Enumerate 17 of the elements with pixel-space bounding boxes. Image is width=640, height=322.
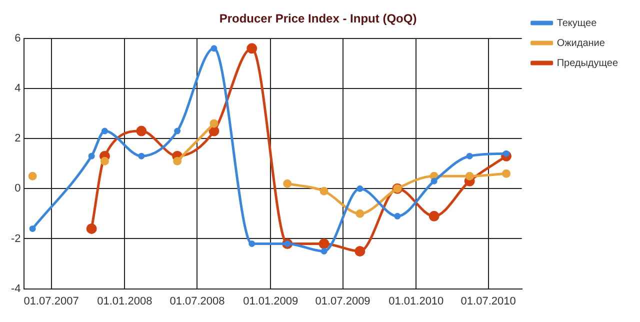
legend-label: Ожидание (556, 38, 606, 49)
x-tick-label: 01.07.2009 (315, 295, 370, 308)
x-tick-label: 01.07.2008 (170, 295, 225, 308)
y-tick-label: 0 (14, 182, 21, 195)
x-tick-label: 01.07.2007 (24, 295, 79, 308)
chart-title: Producer Price Index - Input (QoQ) (219, 12, 417, 26)
x-tick-label: 01.01.2010 (388, 295, 444, 308)
x-tick-label: 01.01.2008 (97, 295, 152, 308)
legend-label: Текущее (556, 18, 598, 29)
y-tick-label: 2 (14, 132, 21, 145)
y-tick-label: 6 (14, 32, 21, 44)
y-tick-label: 4 (14, 82, 21, 95)
x-tick-label: 01.01.2009 (243, 295, 298, 308)
y-tick-label: -2 (11, 232, 21, 245)
x-tick-label: 01.07.2010 (460, 295, 516, 308)
legend-label: Предыдущее (556, 58, 618, 69)
y-tick-label: -4 (11, 282, 21, 295)
